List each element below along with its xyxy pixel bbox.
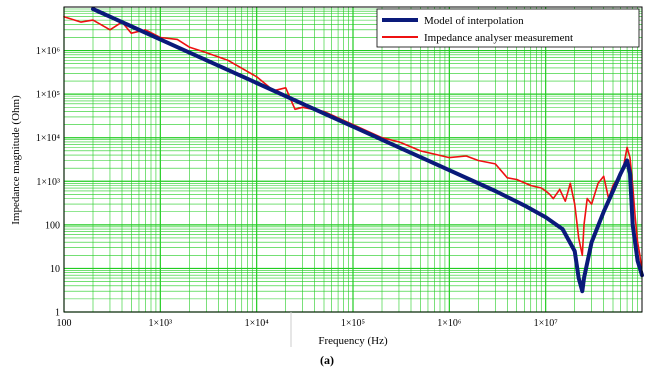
series-layer [63,7,644,294]
legend-label-measurement: Impedance analyser measurement [424,32,573,44]
x-tick-label: 1×10⁴ [245,318,270,329]
y-tick-label: 1×10⁵ [36,90,60,101]
plot-frame [63,6,643,313]
y-tick-label: 10 [50,264,60,275]
x-tick-label: 1×10⁷ [534,318,559,329]
x-tick-label: 100 [57,318,72,329]
y-tick-label: 1×10⁴ [36,133,61,144]
x-tick-label: 1×10⁵ [341,318,365,329]
legend: Model of interpolation Impedance analyse… [376,8,640,48]
legend-box [376,8,640,48]
y-tick-label: 1 [55,308,60,319]
y-axis-title: Impedance magnitude (Ohm) [10,95,22,225]
y-tick-label: 1×10⁶ [36,46,61,57]
x-axis-title: Frequency (Hz) [318,335,388,347]
x-tick-labels: 100 1×10³ 1×10⁴ 1×10⁵ 1×10⁶ 1×10⁷ [57,318,559,329]
y-tick-label: 100 [45,220,60,231]
legend-label-model: Model of interpolation [424,15,524,27]
y-tick-labels: 1 10 100 1×10³ 1×10⁴ 1×10⁵ 1×10⁶ [36,46,61,318]
x-tick-label: 1×10³ [149,318,173,329]
impedance-chart: 100 1×10³ 1×10⁴ 1×10⁵ 1×10⁶ 1×10⁷ 1 10 100 1×10³… [10,6,644,347]
x-tick-label: 1×10⁶ [437,318,462,329]
y-tick-label: 1×10³ [36,177,60,188]
figure-caption: (a) [320,353,334,367]
model-interpolation-line [91,7,644,294]
